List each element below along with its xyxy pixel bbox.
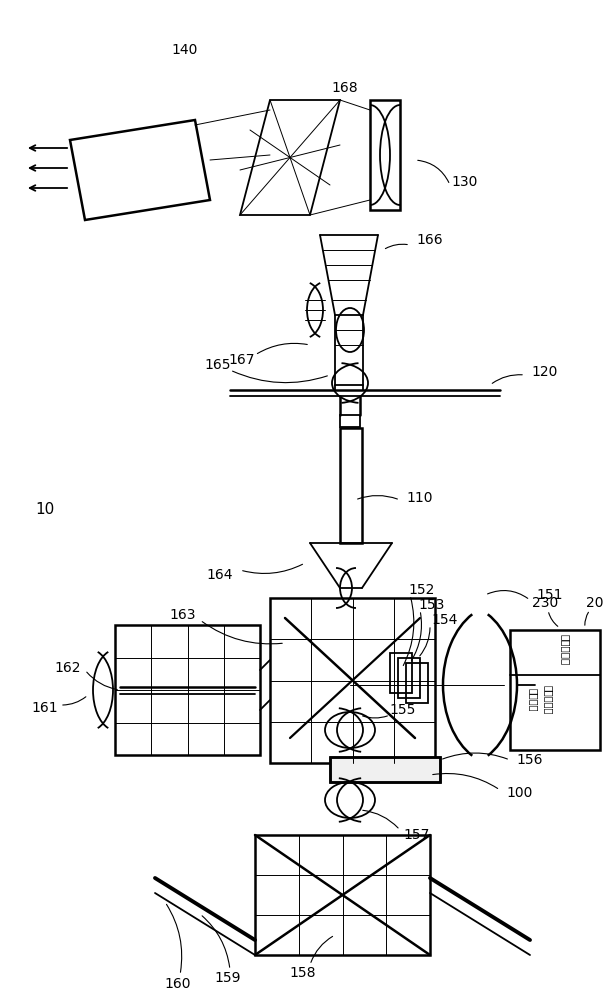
Text: 168: 168 — [332, 81, 358, 95]
Text: 控制装置: 控制装置 — [528, 688, 538, 712]
Text: 152: 152 — [409, 583, 435, 597]
Text: 半导体光源: 半导体光源 — [543, 685, 553, 715]
Text: 161: 161 — [32, 701, 59, 715]
Text: 166: 166 — [417, 233, 443, 247]
Text: 155: 155 — [390, 703, 416, 717]
Text: 162: 162 — [55, 661, 81, 675]
Text: 151: 151 — [537, 588, 563, 602]
Bar — [390, 653, 412, 693]
Text: 20: 20 — [586, 596, 604, 610]
Text: 100: 100 — [507, 786, 533, 800]
Text: 120: 120 — [532, 365, 558, 379]
Text: 163: 163 — [170, 608, 196, 622]
Bar — [330, 757, 440, 782]
Text: 165: 165 — [205, 358, 231, 372]
Text: 230: 230 — [532, 596, 558, 610]
Bar — [406, 663, 428, 703]
Text: 140: 140 — [172, 43, 198, 57]
Text: 110: 110 — [407, 491, 433, 505]
Text: 160: 160 — [165, 977, 192, 991]
Bar — [330, 757, 440, 782]
Text: 167: 167 — [229, 353, 255, 367]
Text: 10: 10 — [35, 502, 55, 518]
Text: 153: 153 — [419, 598, 445, 612]
Text: 164: 164 — [207, 568, 233, 582]
Bar — [510, 630, 600, 750]
Bar — [270, 598, 435, 763]
Text: 154: 154 — [432, 613, 458, 627]
Bar — [370, 100, 400, 210]
Text: 130: 130 — [452, 175, 478, 189]
Text: 半导体光源: 半导体光源 — [560, 634, 570, 666]
Text: 156: 156 — [517, 753, 544, 767]
Text: 157: 157 — [404, 828, 430, 842]
Text: 158: 158 — [290, 966, 316, 980]
Bar — [115, 625, 260, 755]
Bar — [398, 658, 420, 698]
Bar — [340, 428, 362, 543]
Bar — [340, 415, 360, 427]
Text: 159: 159 — [215, 971, 241, 985]
Bar — [255, 835, 430, 955]
